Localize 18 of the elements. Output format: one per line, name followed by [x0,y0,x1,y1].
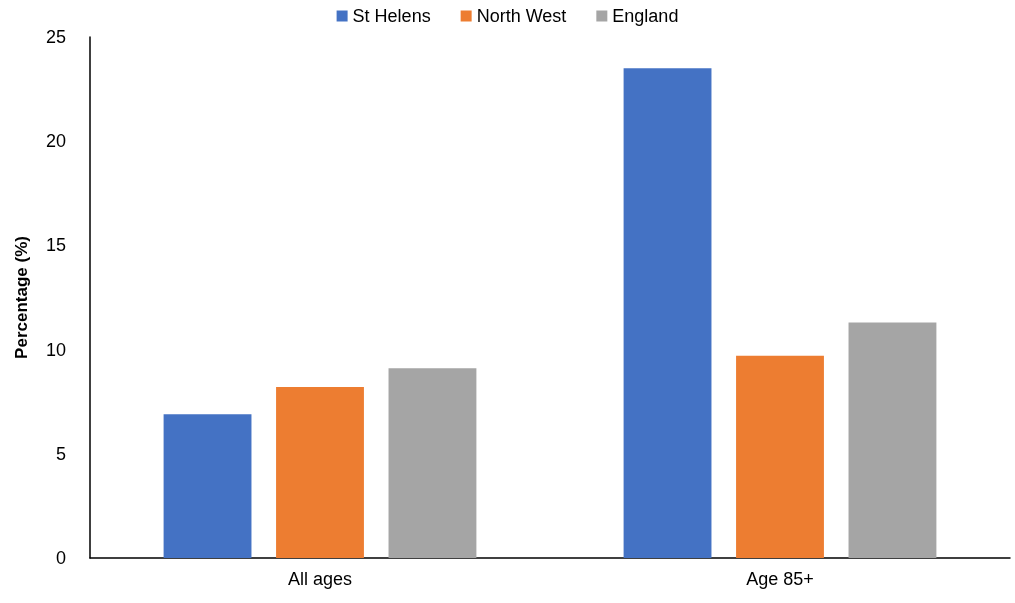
y-tick-label: 25 [45,27,66,47]
bar [163,414,252,558]
bar [276,387,364,558]
y-tick-label: 10 [45,339,66,360]
y-tick-label: 5 [55,443,66,464]
legend-label: St Helens [352,6,431,26]
y-tick-label: 20 [45,131,66,152]
bar [623,68,712,558]
bar [848,322,937,558]
y-axis-title: Percentage (%) [12,236,31,359]
x-tick-label: Age 85+ [746,569,814,589]
x-tick-label: All ages [287,569,353,589]
legend-label: North West [476,6,567,26]
y-tick-label: 15 [45,235,66,256]
bar [736,355,824,558]
bar [388,368,477,558]
y-tick-label: 0 [55,548,66,568]
legend-label: England [612,6,679,26]
